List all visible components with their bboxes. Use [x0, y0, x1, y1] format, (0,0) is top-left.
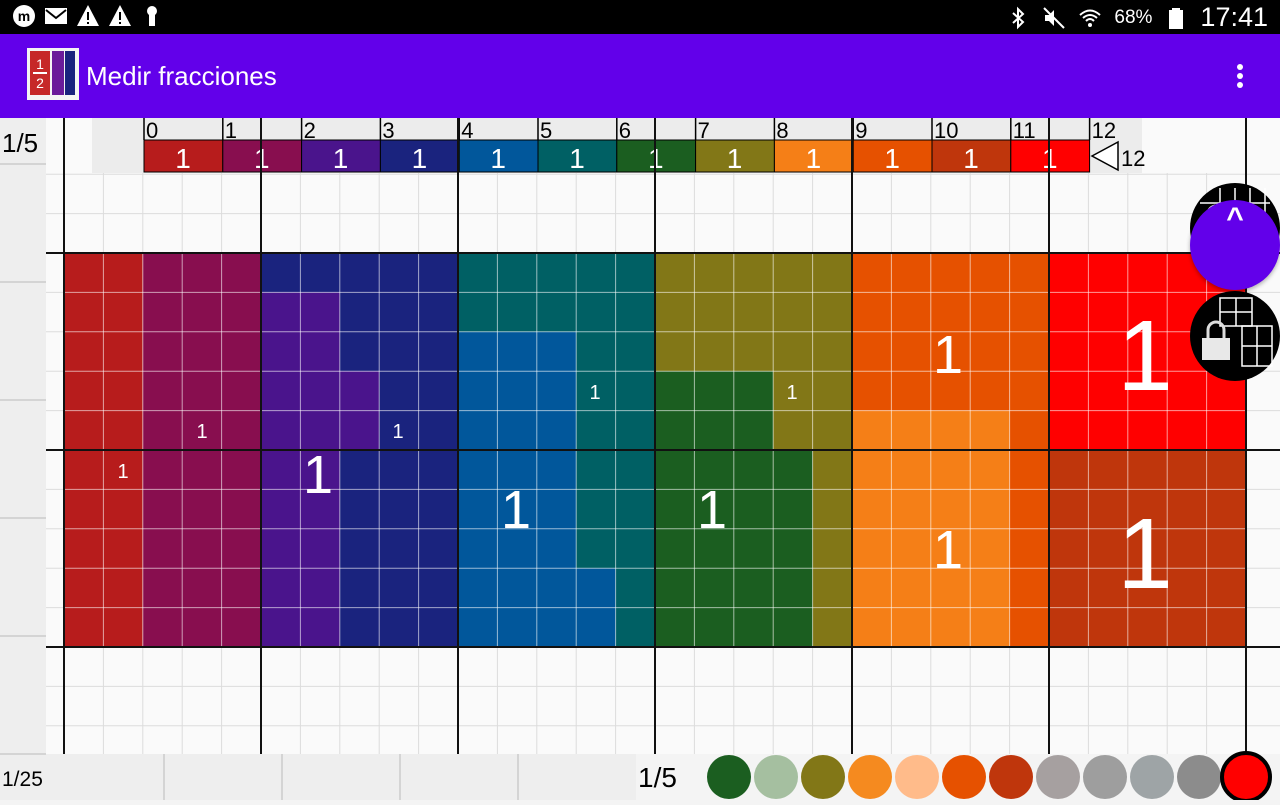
fraction-piece — [773, 450, 813, 647]
ruler-tick-label: 9 — [855, 118, 867, 143]
status-right-icons: 68% 17:41 — [1006, 2, 1268, 33]
palette-swatch[interactable] — [801, 755, 845, 799]
mute-icon — [1043, 6, 1066, 29]
ruler-segment-label: 1 — [884, 143, 900, 174]
battery-icon — [1169, 7, 1184, 29]
ruler-segment — [537, 139, 618, 173]
battery-percent: 68% — [1114, 6, 1153, 28]
ruler-tick-label: 10 — [934, 118, 958, 143]
ruler-end-arrow — [1090, 140, 1119, 172]
bar-fraction-label: 1/5 — [2, 128, 39, 158]
ruler-end-label: 12 — [1121, 146, 1145, 171]
palette-swatch[interactable] — [895, 755, 939, 799]
app-logo-icon: m — [13, 5, 35, 27]
palette-swatch[interactable] — [707, 755, 751, 799]
ruler-segment — [222, 139, 303, 173]
palette-swatch[interactable] — [1177, 755, 1221, 799]
ruler-segment — [773, 139, 854, 173]
palette-swatch[interactable] — [1130, 755, 1174, 799]
ruler-segment — [616, 139, 697, 173]
app-title: Medir fracciones — [86, 61, 277, 91]
svg-text:1: 1 — [36, 56, 44, 72]
fraction-piece-label: 1 — [933, 520, 963, 580]
ruler-segment — [931, 139, 1012, 173]
ruler-segment-label: 1 — [490, 143, 506, 174]
ruler-segment-label: 1 — [333, 143, 349, 174]
ruler-tick-label: 5 — [540, 118, 552, 143]
fraction-piece-label: 1 — [589, 382, 600, 404]
status-bar: m 68% 17:41 — [0, 0, 1280, 34]
app-bar: 1 2 Medir fracciones — [0, 34, 1280, 118]
ruler-segment-label: 1 — [175, 143, 191, 174]
collapse-fab[interactable]: ^ — [1190, 200, 1280, 290]
palette-swatch[interactable] — [989, 755, 1033, 799]
ruler-segment-label: 1 — [727, 143, 743, 174]
bottom-mid-fraction-label: 1/5 — [638, 762, 677, 793]
ruler-tick-label: 0 — [146, 118, 158, 143]
ruler-tick-label: 4 — [461, 118, 473, 143]
fraction-piece-label: 1 — [933, 325, 963, 385]
half-fraction-icon[interactable]: 1 2 — [27, 48, 79, 100]
clock: 17:41 — [1200, 2, 1268, 32]
fraction-piece-label: 1 — [501, 480, 531, 540]
svg-text:2: 2 — [36, 75, 44, 91]
warning-icon — [109, 5, 131, 26]
status-left-icons: m — [12, 4, 164, 28]
fraction-piece-label: 1 — [1117, 300, 1173, 412]
mail-icon — [45, 8, 67, 24]
bottom-left-fraction-label: 1/25 — [2, 768, 43, 791]
fraction-piece-label: 1 — [392, 421, 403, 443]
ruler-tick-label: 7 — [698, 118, 710, 143]
palette-swatch[interactable] — [754, 755, 798, 799]
fraction-piece — [1049, 450, 1246, 647]
palette-swatch[interactable] — [1220, 751, 1272, 803]
svg-text:m: m — [18, 8, 30, 24]
palette-swatch[interactable] — [1036, 755, 1080, 799]
ruler-segment-label: 1 — [412, 143, 428, 174]
ruler-segment — [379, 139, 460, 173]
ruler-segment-label: 1 — [569, 143, 585, 174]
fraction-piece-label: 1 — [697, 480, 727, 540]
fraction-piece-label: 1 — [303, 445, 333, 505]
ruler-tick-label: 11 — [1013, 118, 1036, 143]
palette-swatch[interactable] — [942, 755, 986, 799]
palette-swatch[interactable] — [848, 755, 892, 799]
ruler-segment-label: 1 — [963, 143, 979, 174]
palette-swatch[interactable] — [1083, 755, 1127, 799]
ruler-segment — [301, 139, 381, 173]
ruler-tick-label: 6 — [619, 118, 631, 143]
ruler-segment — [695, 139, 775, 173]
lock-blocks-button[interactable] — [1190, 291, 1280, 381]
fraction-piece — [655, 371, 774, 647]
ruler-segment — [852, 139, 933, 173]
ruler-segment — [143, 139, 224, 173]
ruler-tick-label: 2 — [304, 118, 316, 143]
caret-up-icon: ^ — [1226, 202, 1244, 235]
ruler-tick-label: 1 — [225, 118, 237, 143]
fraction-piece-label: 1 — [786, 382, 797, 404]
wifi-icon — [1079, 9, 1102, 27]
keyhole-icon — [147, 6, 157, 26]
ruler-segment — [1010, 139, 1091, 173]
ruler-tick-label: 8 — [776, 118, 788, 143]
fraction-piece-label: 1 — [1117, 498, 1173, 610]
more-vert-icon[interactable] — [1228, 62, 1252, 90]
ruler-tick-label: 12 — [1092, 118, 1116, 143]
ruler-segment-label: 1 — [806, 143, 822, 174]
warning-icon — [77, 5, 99, 26]
ruler-tick-label: 3 — [382, 118, 394, 143]
fraction-piece-label: 1 — [196, 421, 207, 443]
fraction-piece-label: 1 — [117, 461, 128, 483]
bluetooth-icon — [1012, 6, 1025, 29]
